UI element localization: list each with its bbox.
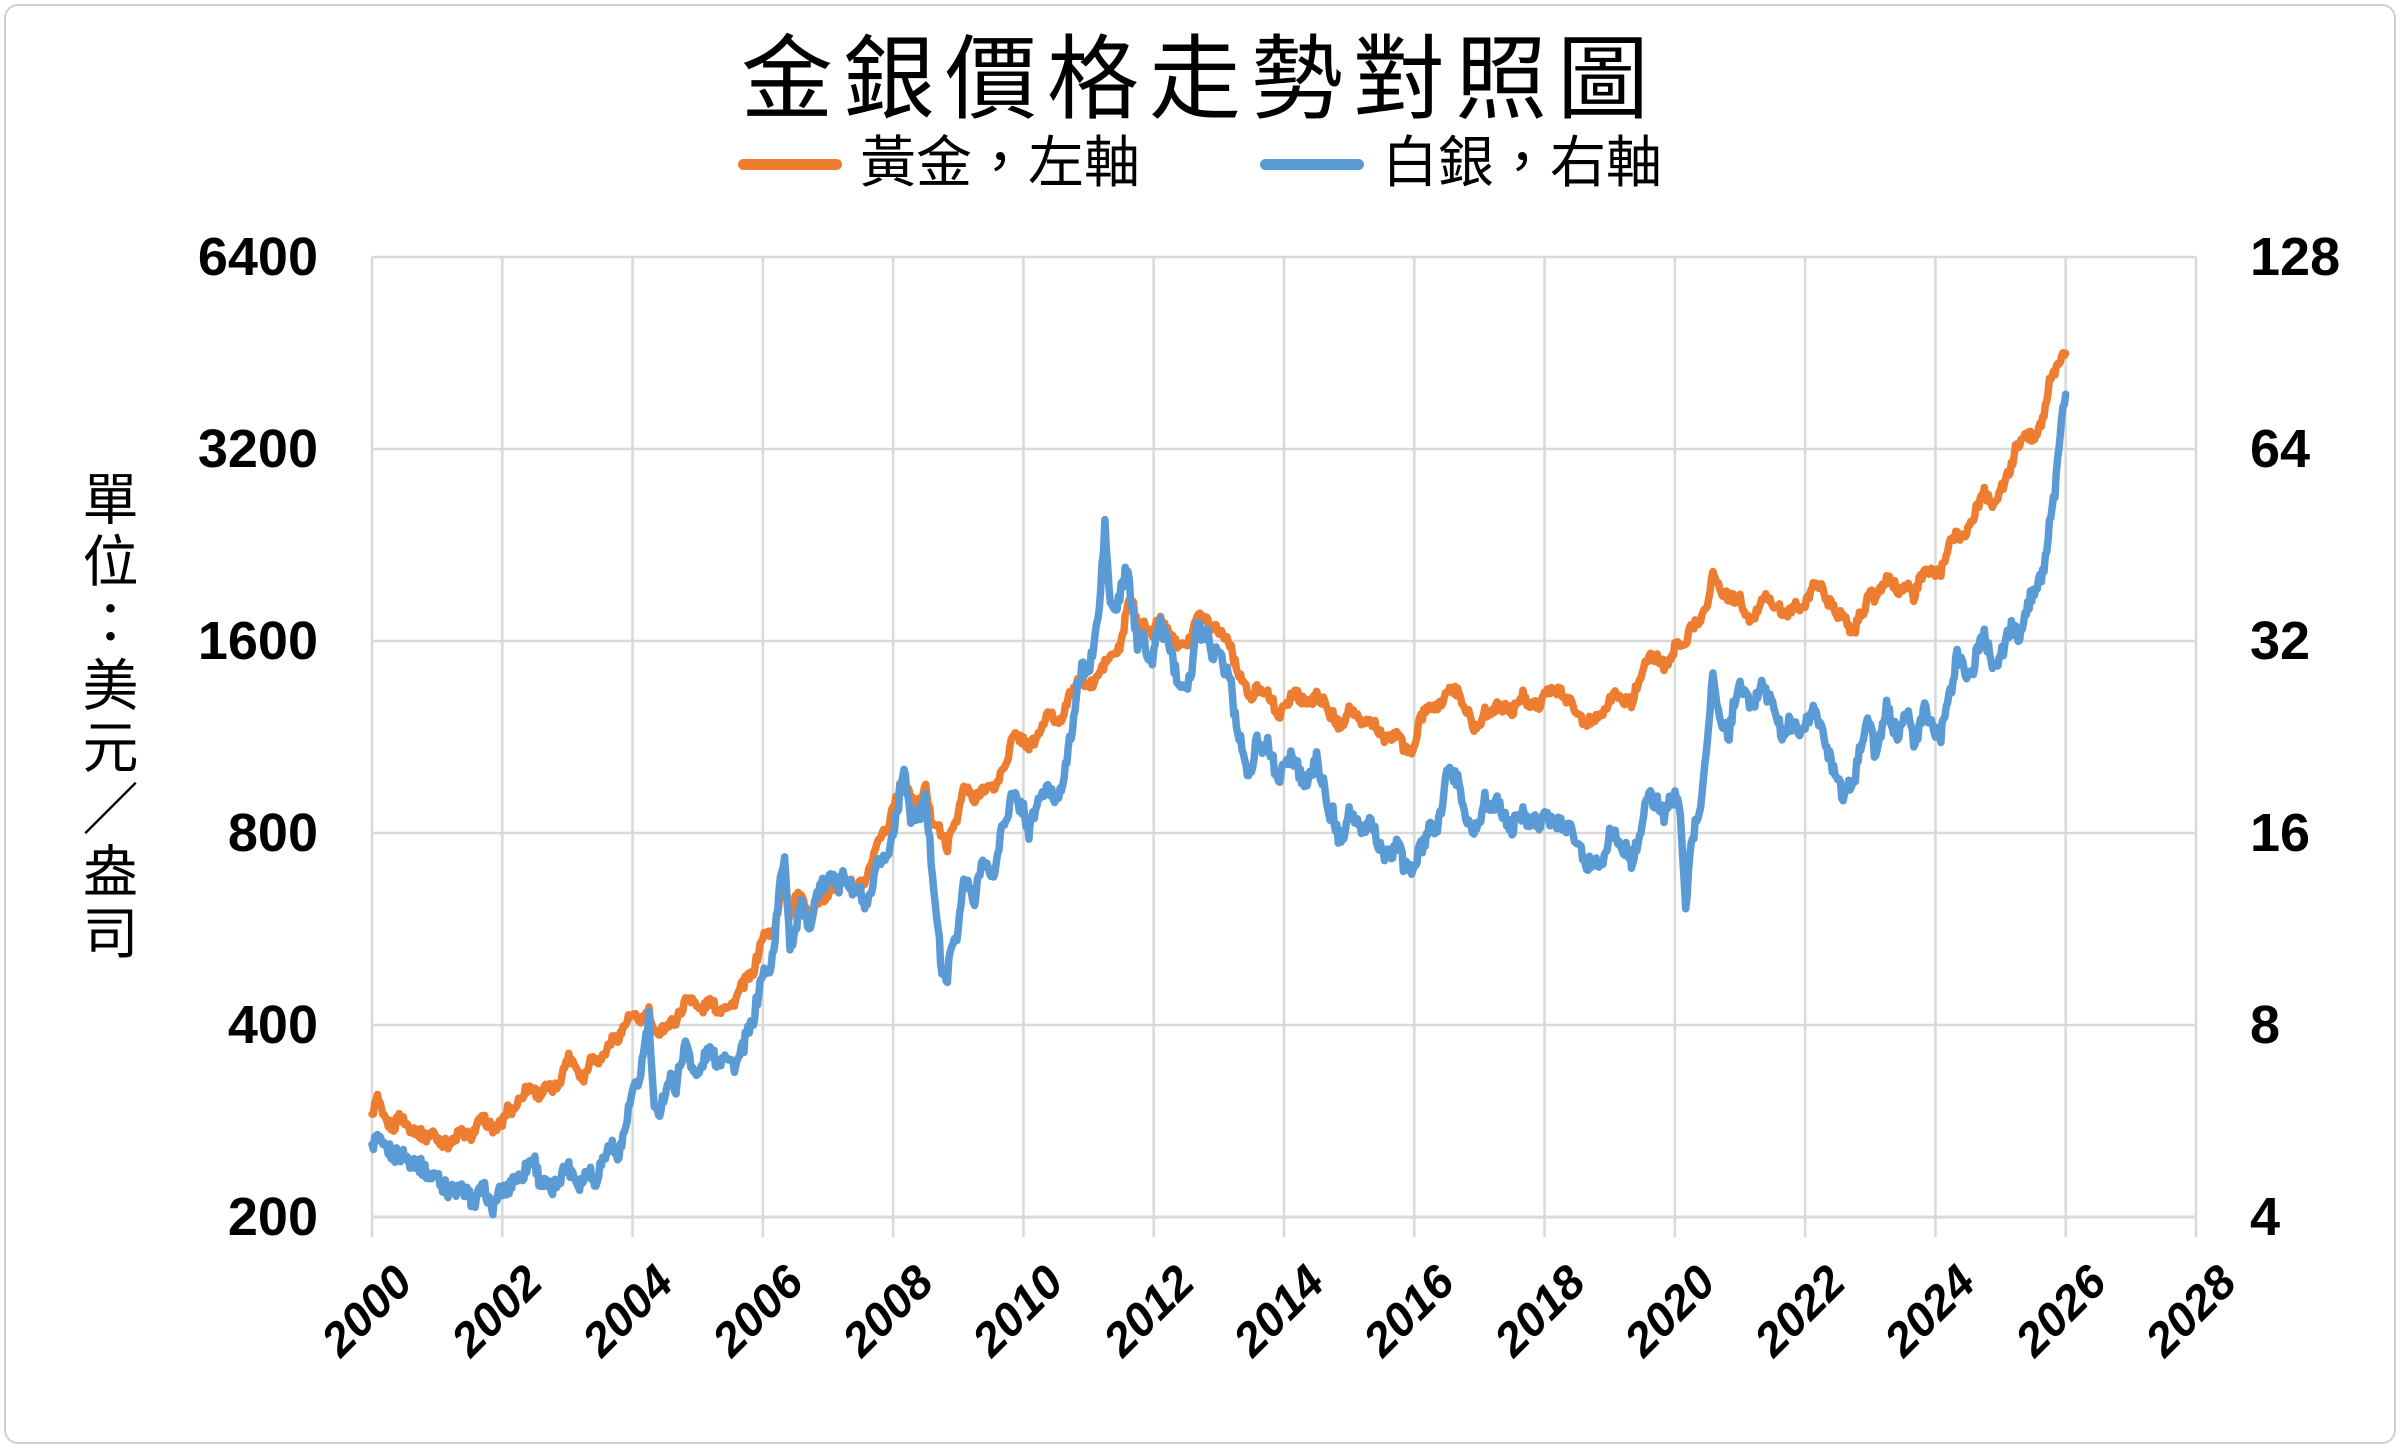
gold-line-swatch xyxy=(738,158,842,170)
right-axis-tick: 8 xyxy=(2250,995,2281,1055)
legend-item-gold: 黃金，左軸 xyxy=(738,136,1140,192)
left-axis-tick: 200 xyxy=(227,1187,318,1247)
chart-title: 金銀價格走勢對照圖 xyxy=(740,29,1659,131)
silver-line-swatch xyxy=(1260,158,1364,170)
left-axis-tick: 400 xyxy=(227,995,318,1055)
legend-label-gold: 黃金，左軸 xyxy=(860,133,1140,195)
left-axis-tick: 1600 xyxy=(197,611,318,671)
legend-item-silver: 白銀，右軸 xyxy=(1260,136,1662,192)
right-axis-tick: 64 xyxy=(2250,419,2311,479)
right-axis-tick: 16 xyxy=(2250,803,2311,863)
screenshot-border xyxy=(4,4,2396,1444)
right-axis-tick: 32 xyxy=(2250,611,2311,671)
right-axis-tick: 128 xyxy=(2250,227,2341,287)
left-axis-tick: 6400 xyxy=(197,227,318,287)
silver-price-line xyxy=(368,390,2070,1219)
legend: 黃金，左軸 白銀，右軸 xyxy=(0,126,2400,202)
left-axis-tick: 800 xyxy=(227,803,318,863)
gridlines xyxy=(370,255,2198,1237)
series-lines xyxy=(368,348,2070,1219)
left-axis-title: 單位：美元／盎司 xyxy=(74,470,136,966)
left-axis-tick: 3200 xyxy=(197,419,318,479)
gold-price-line xyxy=(368,348,2070,1153)
right-axis-tick: 4 xyxy=(2250,1187,2281,1247)
legend-label-silver: 白銀，右軸 xyxy=(1382,133,1662,195)
